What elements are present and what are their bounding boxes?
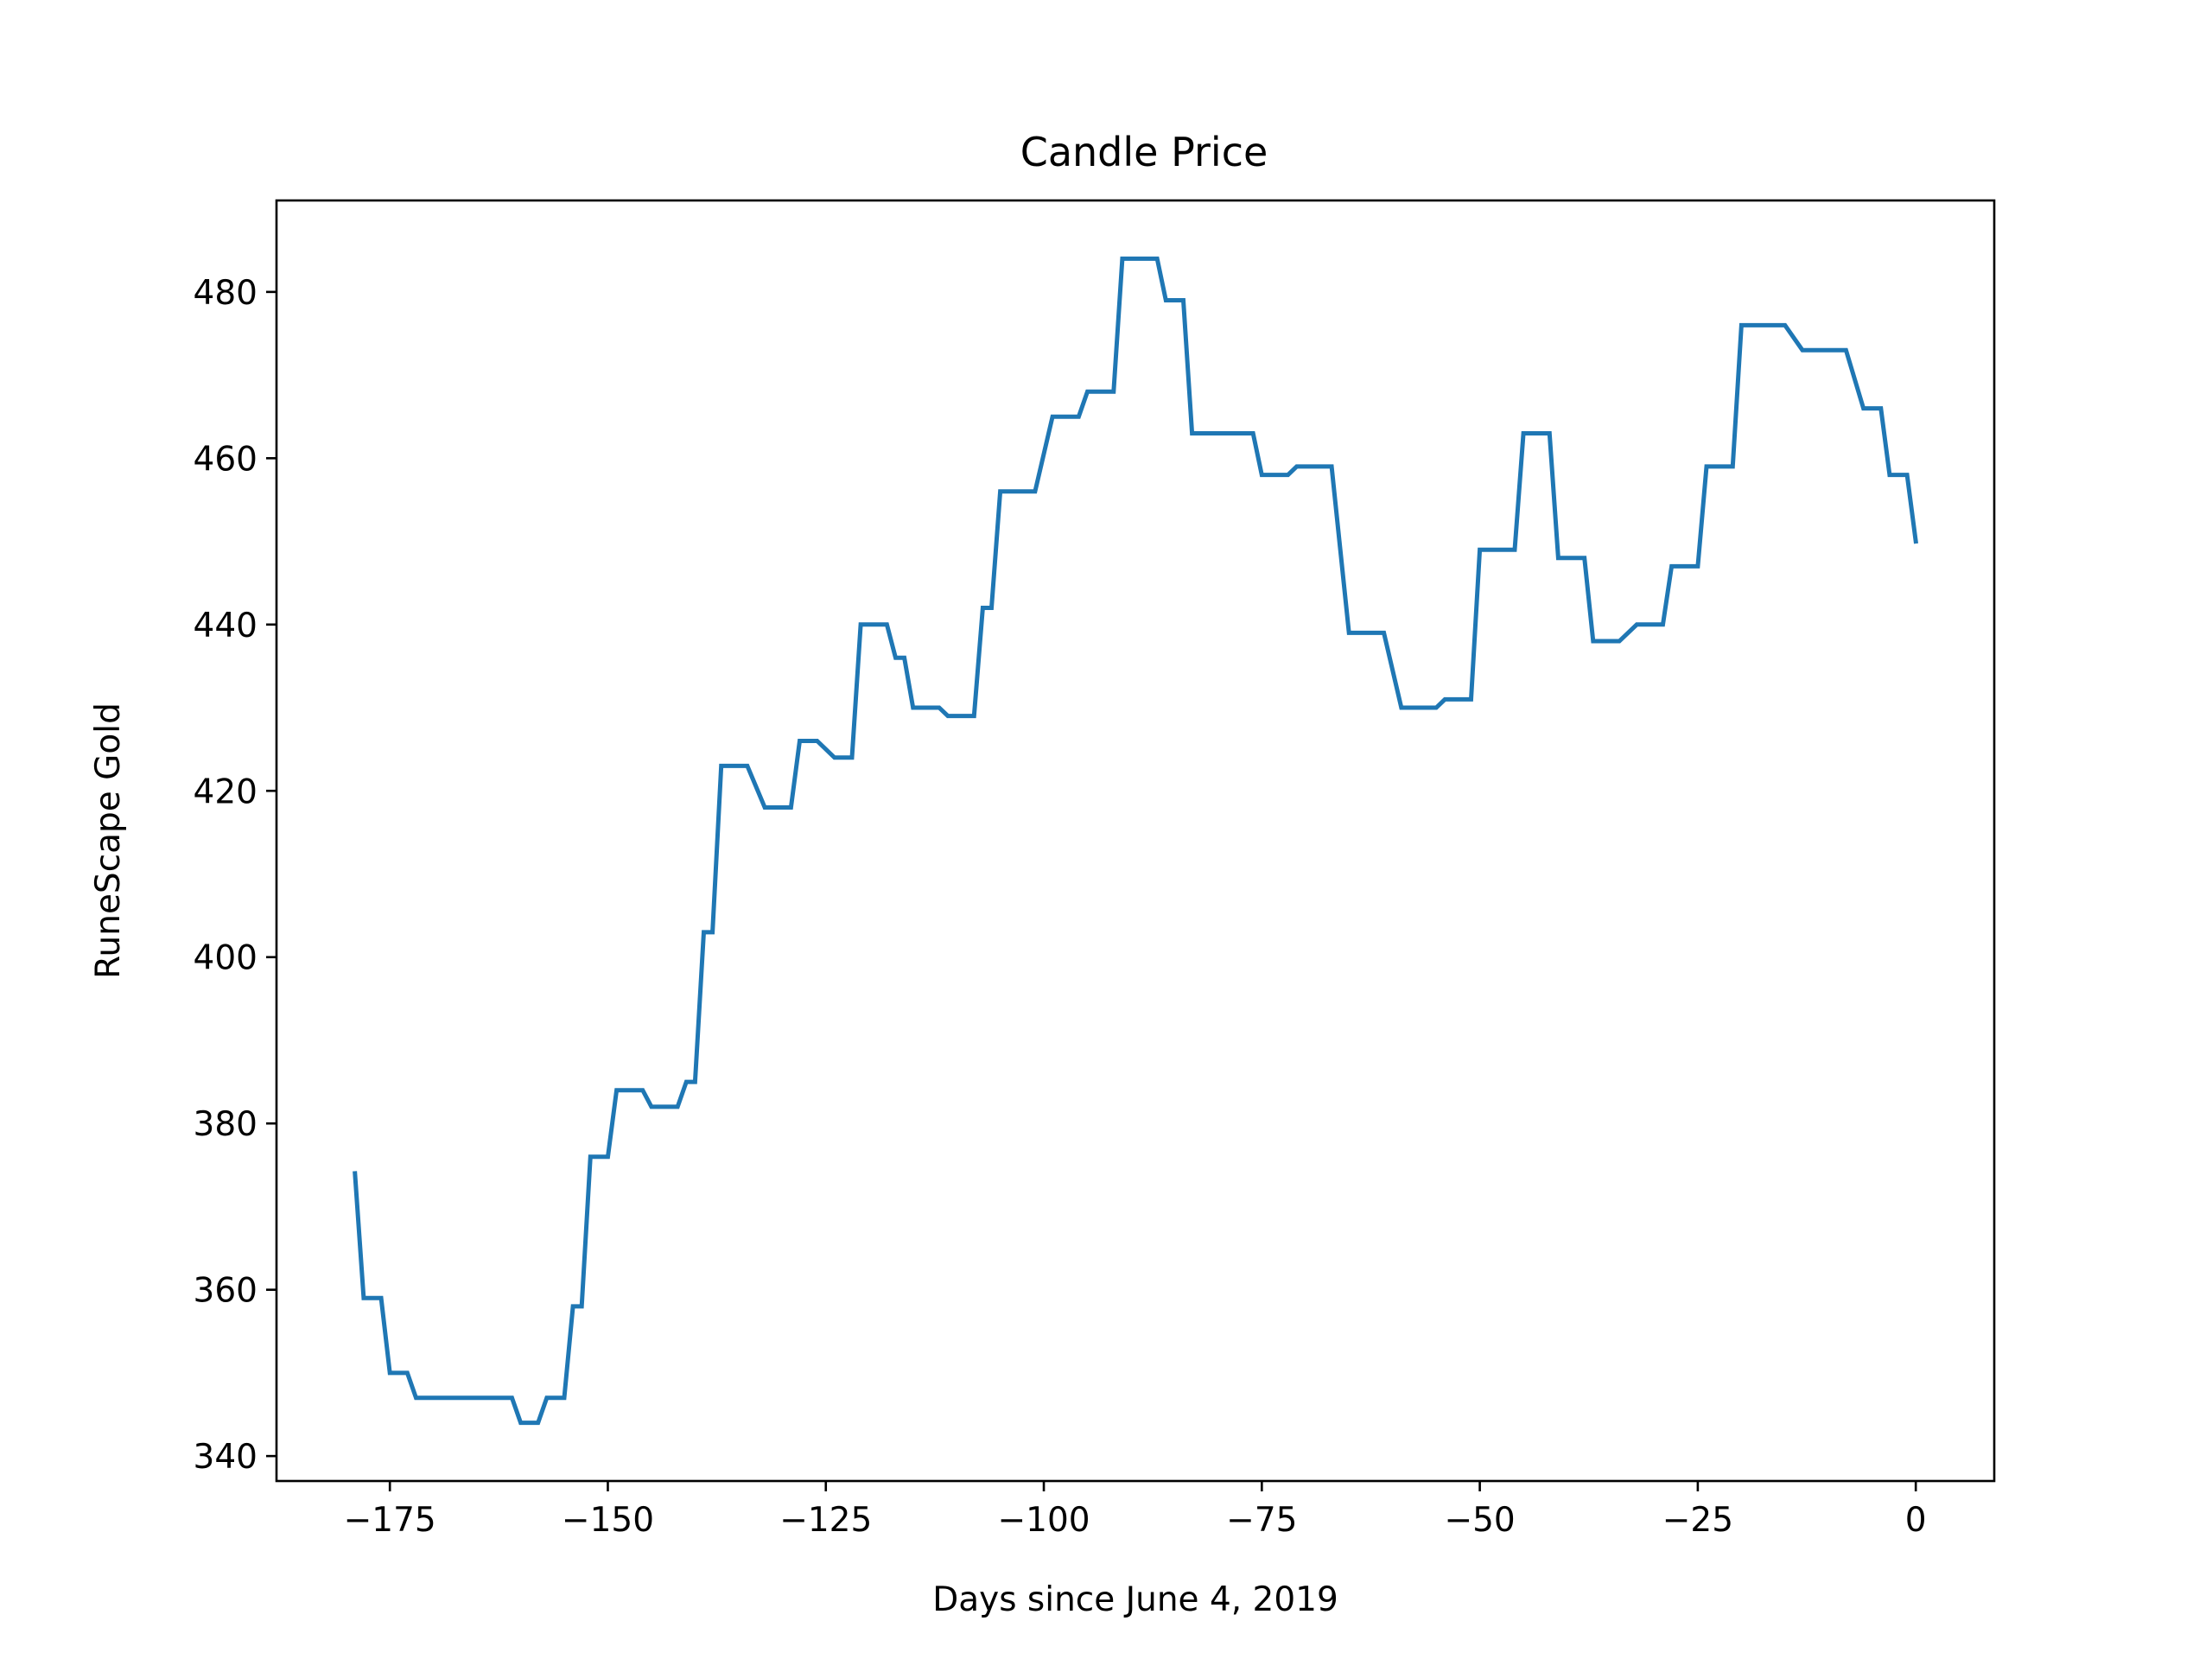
chart-title: Candle Price (1020, 129, 1268, 175)
y-tick-label: 400 (194, 939, 257, 978)
y-tick-label: 460 (194, 440, 257, 479)
x-tick-label: −100 (997, 1501, 1090, 1540)
y-axis-ticks: 340 360 380 400 420 440 460 480 (194, 274, 276, 1477)
y-tick-label: 440 (194, 607, 257, 645)
x-axis-label: Days since June 4, 2019 (932, 1580, 1338, 1619)
x-tick-label: 0 (1905, 1501, 1927, 1540)
plot-frame (275, 199, 1996, 1483)
x-tick-label: −50 (1444, 1501, 1515, 1540)
x-tick-label: −75 (1226, 1501, 1297, 1540)
y-tick-label: 380 (194, 1105, 257, 1144)
x-tick-label: −175 (344, 1501, 436, 1540)
y-tick-label: 360 (194, 1272, 257, 1311)
x-tick-label: −25 (1662, 1501, 1733, 1540)
y-tick-label: 340 (194, 1438, 257, 1477)
price-series-line (353, 256, 1919, 1426)
x-tick-label: −150 (562, 1501, 654, 1540)
y-tick-label: 480 (194, 274, 257, 313)
plot-area: −175 −150 −125 −100 −75 −50 −25 0 340 360 380 400 4… (194, 199, 1996, 1540)
y-tick-label: 420 (194, 772, 257, 811)
x-axis-ticks: −175 −150 −125 −100 −75 −50 −25 0 (344, 1481, 1927, 1540)
y-axis-label: RuneScape Gold (89, 702, 128, 979)
x-tick-label: −125 (779, 1501, 872, 1540)
